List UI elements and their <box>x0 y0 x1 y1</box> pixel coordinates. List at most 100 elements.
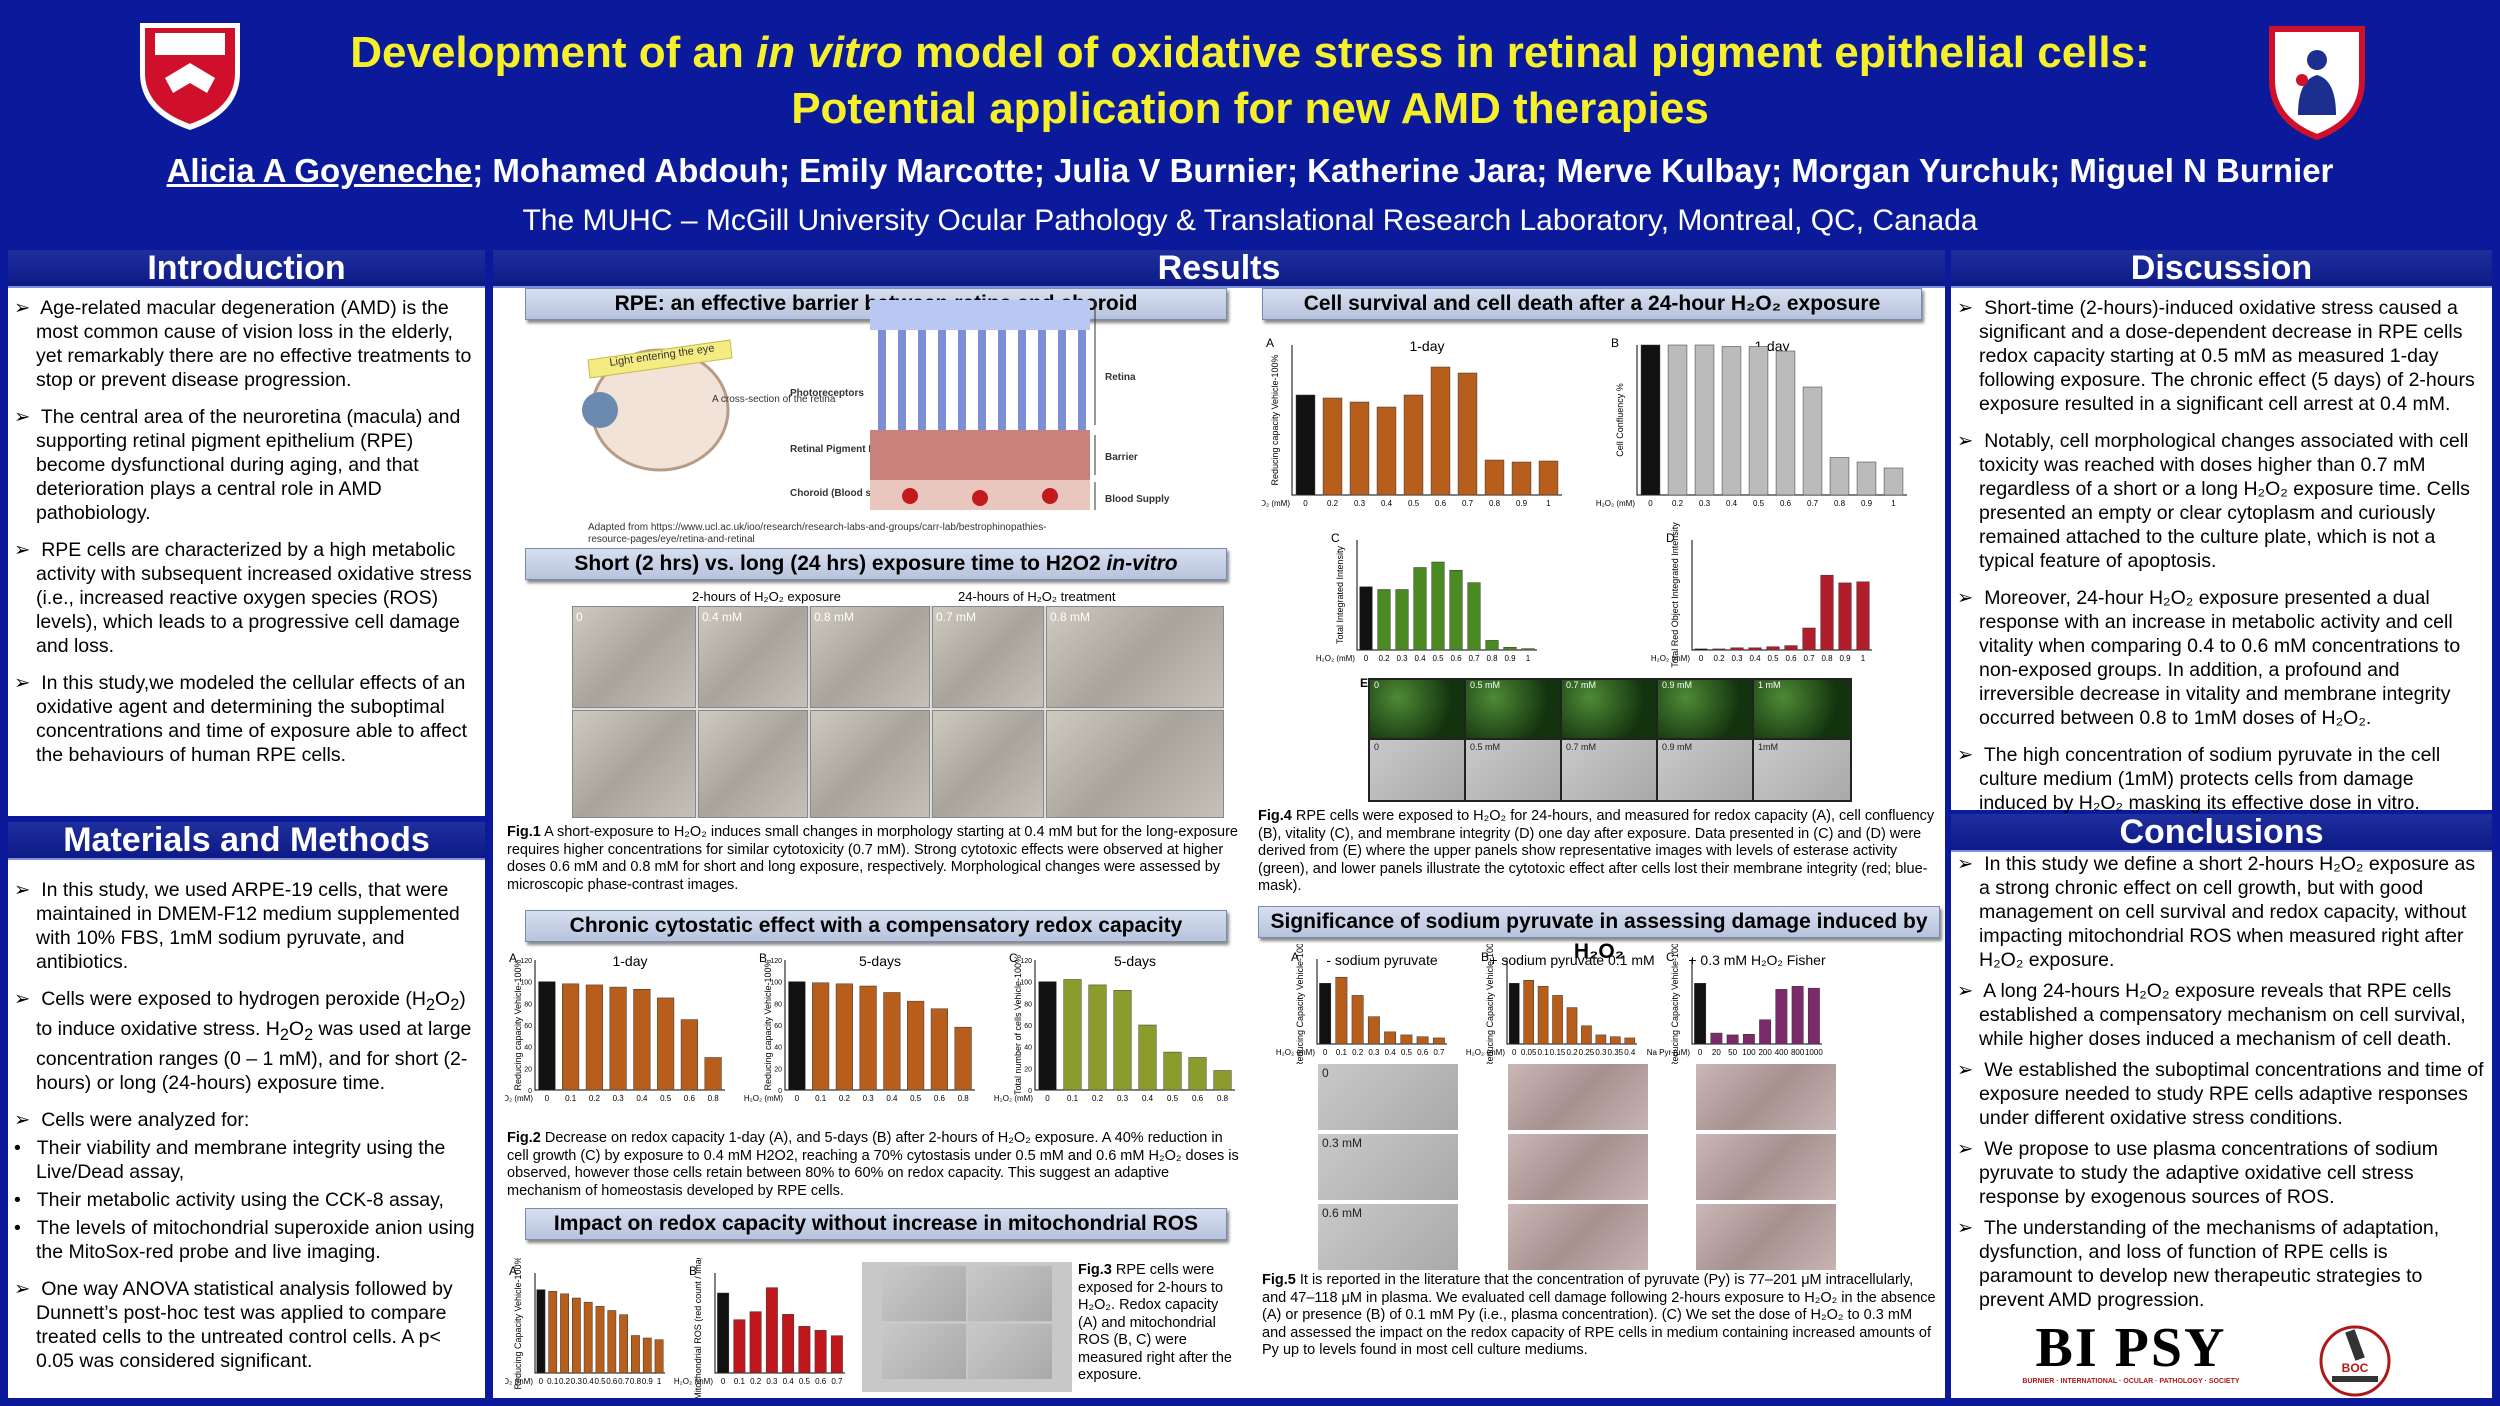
bar <box>717 1292 730 1374</box>
bar <box>1829 457 1850 496</box>
list-item: ➢ The high concentration of sodium pyruv… <box>1957 744 2441 814</box>
tick-label: 60 <box>774 1023 782 1030</box>
micrograph-label: 0.8 mM <box>814 610 855 624</box>
introduction-panel: Introduction ➢ Age-related macular degen… <box>8 250 485 816</box>
x-axis-label: H₂O₂ (mM) <box>674 1377 713 1386</box>
tick-label: 0.3 <box>1354 499 1366 508</box>
y-axis-label: Total Red Object Integrated Intensity <box>1670 522 1680 668</box>
bar <box>1883 467 1904 496</box>
bar <box>1395 589 1409 651</box>
bar <box>835 983 853 1091</box>
tick-label: 0.15 <box>1550 1048 1566 1057</box>
x-axis-label: H₂O₂ (mM) <box>744 1094 783 1103</box>
diagram-label: Retina <box>1105 372 1136 383</box>
fig2B-chart: B 5-days Reducing capacity Vehicle-100% 0 20… <box>744 951 975 1103</box>
fig1-caption: Fig.1 A short-exposure to H₂O₂ induces s… <box>507 824 1238 893</box>
list-item: ➢ The central area of the neuroretina (m… <box>14 406 461 524</box>
bar <box>1742 1034 1755 1045</box>
panel-letter: A <box>509 1264 517 1278</box>
list-item: ➢ Notably, cell morphological changes as… <box>1957 430 2470 572</box>
tick-label: 0.4 <box>1749 654 1761 663</box>
tick-label: 80 <box>1024 1001 1032 1008</box>
tick-label: 0.6 <box>815 1377 827 1386</box>
tick-label: 0.4 <box>1726 499 1738 508</box>
tick-label: 0.4 <box>886 1094 898 1103</box>
tick-label: 0.2 <box>1327 499 1339 508</box>
fig4E-images: 0 0.5 mM 0.7 mM 0.9 mM 1 mM 0 0.5 mM 0.7… <box>1368 678 1852 802</box>
bar <box>633 989 651 1091</box>
y-axis-label: Reducing capacity Vehicle-100% <box>763 959 773 1090</box>
tick-label: 60 <box>1024 1023 1032 1030</box>
results-heading: Results <box>493 250 1945 288</box>
bar <box>548 1291 558 1374</box>
panel-letter: C <box>1666 950 1675 964</box>
tick-label: 0 <box>539 1377 544 1386</box>
bar <box>1349 401 1370 496</box>
list-item: ➢ The understanding of the mechanisms of… <box>1957 1217 2440 1311</box>
fig1-micrographs: 0 0.4 mM 0.8 mM 0.7 mM 0.8 mM <box>572 606 1224 818</box>
y-axis-label: Reducing Capacity Vehicle-100% <box>513 1258 523 1390</box>
discussion-panel: Discussion ➢ Short-time (2-hours)-induce… <box>1951 250 2492 814</box>
tick-label: 20 <box>524 1066 532 1073</box>
list-item: ➢ Cells were analyzed for: <box>14 1108 250 1131</box>
tick-label: 0 <box>1512 1048 1517 1057</box>
bar <box>814 1330 827 1374</box>
bar <box>1295 394 1316 496</box>
conclusions-bullets: ➢ In this study we define a short 2-hour… <box>1957 852 2485 1319</box>
cytostatic-subheading: Chronic cytostatic effect with a compens… <box>525 910 1227 942</box>
bar <box>788 981 806 1091</box>
x-axis-label: H₂O₂ (mM) <box>1651 654 1690 663</box>
bar <box>1759 1019 1772 1045</box>
tick-label: 0.6 <box>934 1094 946 1103</box>
bar <box>595 1306 605 1374</box>
discussion-heading: Discussion <box>1951 250 2492 288</box>
tick-label: 0 <box>1303 499 1308 508</box>
logo-text: BOC <box>2342 1361 2369 1375</box>
survival-subheading: Cell survival and cell death after a 24-… <box>1262 288 1922 320</box>
tick-label: 0.2 <box>559 1377 571 1386</box>
fig4-charts: A 1-day Reducing capacity Vehicle-100% 0 0.2… <box>1262 336 1907 668</box>
tick-label: 0.4 <box>1385 1048 1397 1057</box>
bar <box>1712 648 1726 651</box>
tick-label: 0.7 <box>1803 654 1815 663</box>
tick-label: 0.2 <box>839 1094 851 1103</box>
tick-label: 0.5 <box>910 1094 922 1103</box>
tick-label: 0 <box>795 1094 800 1103</box>
bar <box>1791 986 1804 1045</box>
tick-label: 0.8 <box>1217 1094 1229 1103</box>
fig2C-chart: C 5-days Total number of cells Vehicle-100… <box>994 951 1235 1103</box>
tick-label: 20 <box>1712 1048 1721 1057</box>
tick-label: 0.7 <box>831 1377 843 1386</box>
tick-label: 0.8 <box>630 1377 642 1386</box>
tick-label: 0 <box>721 1377 726 1386</box>
tick-label: 400 <box>1775 1048 1789 1057</box>
tick-label: 0.05 <box>1521 1048 1537 1057</box>
chart-title: + sodium pyruvate 0.1 mM <box>1489 952 1654 968</box>
bar <box>609 986 627 1091</box>
tick-label: 0.6 <box>1417 1048 1429 1057</box>
tick-label: 1 <box>657 1377 662 1386</box>
x-axis-label: H₂O₂ (mM) <box>1466 1048 1505 1057</box>
bar <box>562 983 580 1091</box>
bar <box>1624 1037 1636 1045</box>
tick-label: 0.1 <box>1538 1048 1550 1057</box>
conclusions-panel: Conclusions ➢ In this study we define a … <box>1951 814 2492 1398</box>
bar <box>907 1000 925 1091</box>
micrograph-label: 0.4 mM <box>702 610 743 624</box>
tick-label: 0 <box>1698 1048 1703 1057</box>
bar <box>1431 561 1445 651</box>
y-axis-label: Total number of cells Vehicle-100% <box>1013 955 1023 1095</box>
tick-label: 0.3 <box>863 1094 875 1103</box>
poster-title-line1: Development of an in vitro model of oxid… <box>350 28 2150 77</box>
bar <box>749 1311 762 1374</box>
bar <box>1449 570 1463 651</box>
fig5A-images: 0 0.3 mM 0.6 mM <box>1318 1064 1458 1270</box>
tick-label: 0.4 <box>1414 654 1426 663</box>
fig2-charts: A 1-day Reducing capacity Vehicle-100% 0 20 4… <box>505 951 1235 1103</box>
bar <box>1537 986 1549 1045</box>
tick-label: 0.6 <box>1450 654 1462 663</box>
chart-title: 5-days <box>859 953 901 969</box>
bar <box>1820 574 1834 651</box>
